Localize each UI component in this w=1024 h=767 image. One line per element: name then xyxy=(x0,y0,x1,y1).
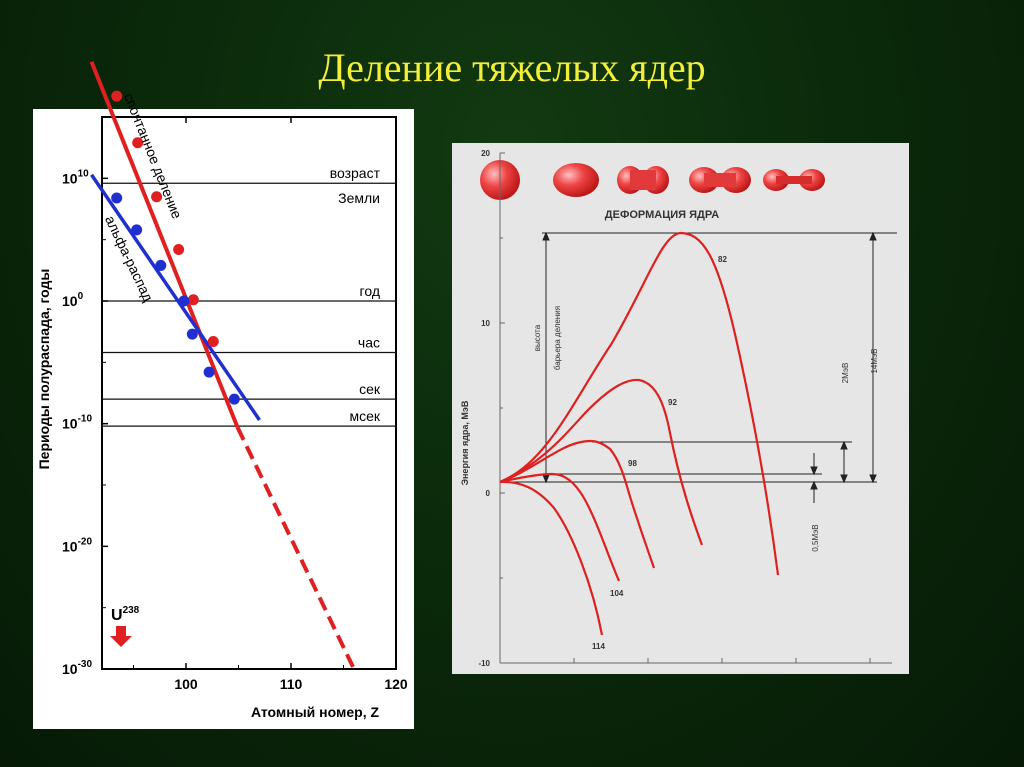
spontaneous-fission-extrapolation xyxy=(235,426,356,670)
y-tick-label-2: 10-10 xyxy=(62,414,92,432)
label-2-mev: 2МэВ xyxy=(841,363,850,384)
alpha-decay-point-0 xyxy=(111,192,123,204)
reference-label-3: сек xyxy=(359,381,381,397)
alpha-decay-point-2 xyxy=(155,259,167,271)
energy-y-tick-label-2: 0 xyxy=(486,489,491,498)
energy-y-tick-label-1: 10 xyxy=(481,319,490,328)
x-tick-label-2: 120 xyxy=(384,676,408,692)
spontaneous-fission-point-3 xyxy=(173,243,185,255)
y-axis-label: Периоды полураспада, годы xyxy=(36,269,52,470)
down-arrow-icon xyxy=(110,626,132,647)
reference-label-1: год xyxy=(360,283,380,299)
nucleus-neck-medium xyxy=(689,167,751,193)
alpha-decay-point-5 xyxy=(203,366,215,378)
deformation-energy-panel: ДЕФОРМАЦИЯ ЯДРА 20 10 0 -10 Энергия ядра, М… xyxy=(452,143,909,674)
u238-marker: U238 xyxy=(110,605,140,647)
y-tick-label-1: 100 xyxy=(62,291,84,309)
reference-label-0: возраст xyxy=(330,165,381,181)
u238-label: U238 xyxy=(111,605,140,624)
spontaneous-fission-point-1 xyxy=(132,137,144,149)
curve-label-z114: 114 xyxy=(592,642,605,651)
alpha-decay-point-6 xyxy=(228,393,240,405)
curve-labels: 82 92 98 104 114 xyxy=(592,255,727,651)
x-tick-label-1: 110 xyxy=(280,676,303,692)
plot-frame xyxy=(101,116,397,670)
spontaneous-fission-point-2 xyxy=(151,191,163,203)
energy-curves xyxy=(499,231,780,636)
x-axis-ticks xyxy=(573,658,871,663)
deformation-energy-chart: ДЕФОРМАЦИЯ ЯДРА 20 10 0 -10 Энергия ядра, М… xyxy=(460,149,897,668)
barrier-height-label-1: высота xyxy=(533,324,542,351)
nucleus-neck-thin xyxy=(763,169,825,191)
curve-z114 xyxy=(499,480,604,636)
dimension-arrows xyxy=(542,231,877,503)
curve-label-z92: 92 xyxy=(668,398,677,407)
curve-z82 xyxy=(499,231,780,576)
spontaneous-fission-line xyxy=(89,61,240,429)
dimension-labels: высота барьера деления 0,5МэВ 2МэВ 14МэВ xyxy=(533,306,879,552)
curve-z98 xyxy=(499,439,656,569)
y-axis-label: Энергия ядра, МэВ xyxy=(460,400,470,485)
reference-label-4: мсек xyxy=(349,408,380,424)
barrier-height-label-2: барьера деления xyxy=(553,306,562,370)
curve-label-z82: 82 xyxy=(718,255,727,264)
y-tick-label-3: 10-20 xyxy=(62,536,92,554)
reference-label-2: час xyxy=(358,335,380,351)
curve-z92 xyxy=(499,378,704,546)
alpha-decay-point-4 xyxy=(186,328,198,340)
x-tick-label-0: 100 xyxy=(174,676,198,692)
spontaneous-fission-point-5 xyxy=(207,335,219,347)
x-axis-label: Атомный номер, Z xyxy=(251,704,380,720)
alpha-decay-line xyxy=(90,173,261,421)
label-14-mev: 14МэВ xyxy=(870,348,879,373)
label-0-5-mev: 0,5МэВ xyxy=(811,524,820,551)
energy-y-tick-label-3: -10 xyxy=(478,659,490,668)
chart-title: ДЕФОРМАЦИЯ ЯДРА xyxy=(605,209,719,221)
slide-title: Деление тяжелых ядер xyxy=(318,45,706,90)
half-life-chart-panel: возраст Земли год час сек мсек 1010 100 10-10 10… xyxy=(33,61,414,729)
y-tick-label-0: 1010 xyxy=(62,168,89,186)
reference-label-0-b: Земли xyxy=(338,190,380,206)
y-tick-label-4: 10-30 xyxy=(62,659,92,677)
spontaneous-fission-point-0 xyxy=(111,90,123,102)
alpha-decay-point-1 xyxy=(131,224,143,236)
nucleus-neck-small xyxy=(617,166,669,194)
alpha-decay-point-3 xyxy=(178,295,190,307)
curve-label-z104: 104 xyxy=(610,589,624,598)
curve-z104 xyxy=(499,472,621,582)
energy-y-tick-label-0: 20 xyxy=(481,149,490,158)
spontaneous-fission-point-4 xyxy=(187,294,199,306)
half-life-chart: возраст Земли год час сек мсек 1010 100 10-10 10… xyxy=(36,61,408,720)
nucleus-ellipsoid xyxy=(553,163,599,197)
nucleus-shapes xyxy=(480,160,825,200)
curve-label-z98: 98 xyxy=(628,459,637,468)
